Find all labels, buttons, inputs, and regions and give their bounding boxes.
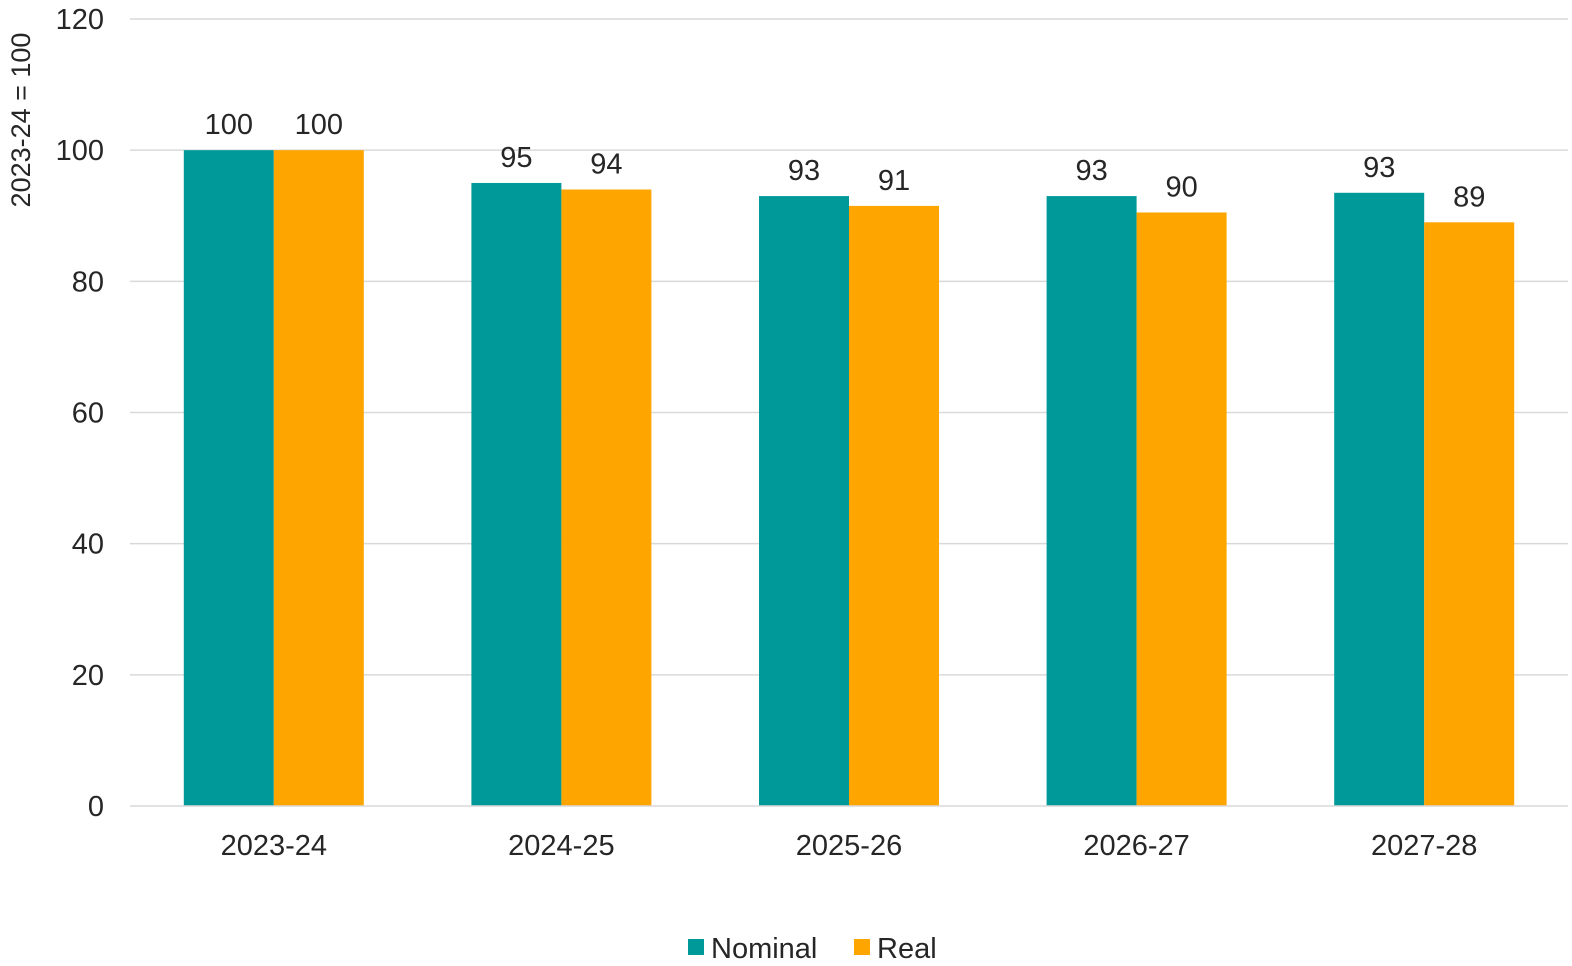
legend-swatch-nominal [688,939,704,955]
legend-label-real: Real [877,933,937,965]
x-axis-ticks: 2023-24 2024-25 2025-26 2026-27 2027-28 [221,830,1478,862]
y-tick-label: 100 [56,135,104,167]
data-label: 94 [590,149,622,181]
x-tick-label: 2025-26 [796,830,902,862]
data-label: 93 [1075,155,1107,187]
bar-real-2027-28 [1424,222,1515,806]
bar-nominal-2024-25 [471,182,562,807]
data-labels: 100 100 95 94 93 91 93 90 93 89 [205,109,1486,213]
bar-nominal-2026-27 [1046,196,1137,806]
bars [183,150,1515,807]
data-label: 93 [788,155,820,187]
legend-swatch-real [854,939,870,955]
y-tick-label: 120 [56,4,104,36]
y-tick-label: 0 [88,791,104,823]
bar-real-2025-26 [849,205,939,807]
bar-nominal-2023-24 [183,150,274,806]
y-tick-label: 80 [72,266,104,298]
y-axis-ticks: 0 20 40 60 80 100 120 [56,4,104,823]
bar-nominal-2025-26 [759,196,849,806]
data-label: 100 [205,109,253,141]
data-label: 90 [1165,171,1197,203]
data-label: 93 [1363,152,1395,184]
data-label: 89 [1453,181,1485,213]
bar-real-2026-27 [1136,212,1227,807]
bar-nominal-2027-28 [1334,192,1425,806]
y-axis-title: 2023-24 = 100 [6,33,36,208]
bar-real-2024-25 [561,189,652,806]
legend-label-nominal: Nominal [711,933,817,965]
y-tick-label: 60 [72,398,104,430]
data-label: 100 [295,109,343,141]
x-tick-label: 2027-28 [1371,830,1477,862]
x-tick-label: 2026-27 [1083,830,1189,862]
bar-real-2023-24 [273,150,364,806]
x-tick-label: 2024-25 [508,830,614,862]
data-label: 91 [878,165,910,197]
data-label: 95 [500,142,532,174]
y-tick-label: 40 [72,529,104,561]
legend: Nominal Real [688,933,937,965]
x-tick-label: 2023-24 [221,830,327,862]
y-tick-label: 20 [72,660,104,692]
